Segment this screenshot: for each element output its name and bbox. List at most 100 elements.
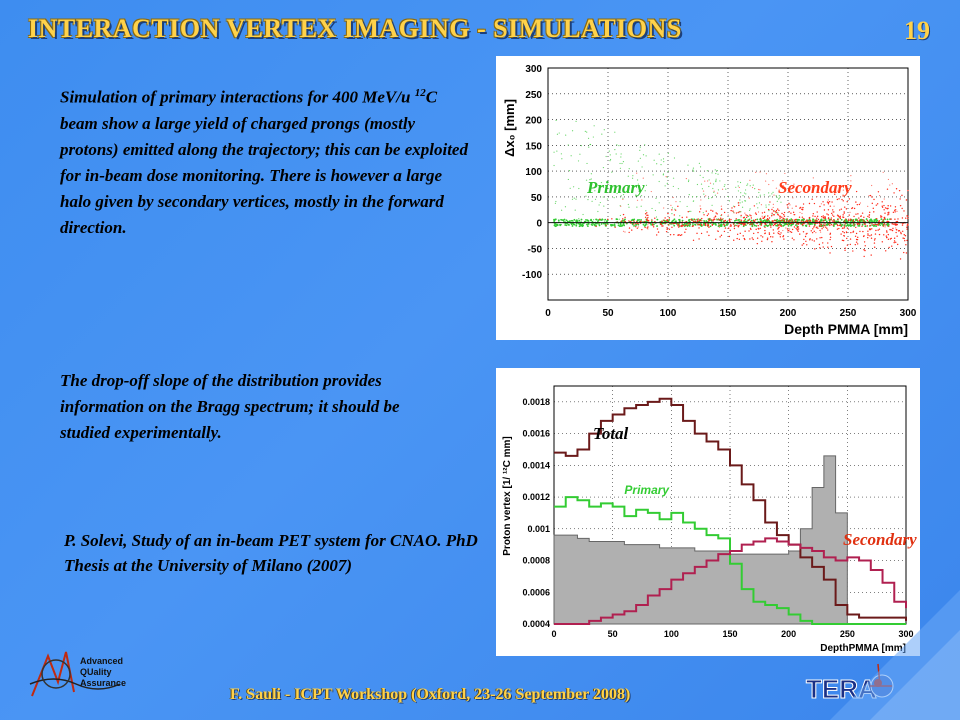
secondary-point [770,226,772,228]
secondary-halo-point [704,180,706,182]
secondary-point [844,220,846,222]
secondary-point [740,214,742,217]
secondary-point [692,225,695,227]
primary-halo-point [727,195,729,198]
primary-halo-point [585,195,587,197]
total-label: Total [593,424,629,443]
secondary-point [905,252,908,254]
secondary-point [772,229,775,231]
primary-halo-point [637,160,639,162]
secondary-point [874,238,876,240]
primary-halo-point [749,185,751,187]
secondary-point [898,230,901,232]
secondary-point [823,224,825,226]
primary-halo-point [679,201,681,203]
primary-halo-point [628,206,630,208]
primary-halo-point [737,185,739,187]
primary-histogram [554,496,906,625]
primary-point [571,219,574,222]
primary-halo-point [652,174,654,176]
secondary-point [875,217,878,220]
x-axis-label: Depth PMMA [mm] [784,321,908,337]
primary-halo-point [698,162,700,164]
secondary-point [810,230,812,232]
secondary-point [819,237,821,239]
secondary-point [628,220,630,222]
secondary-point [763,211,766,214]
secondary-point [755,213,758,216]
secondary-point [841,198,843,201]
primary-point [568,224,570,226]
secondary-point [779,225,782,227]
secondary-point [902,230,904,232]
secondary-point [635,225,637,228]
secondary-point [754,219,757,221]
secondary-halo-point [761,215,763,217]
secondary-point [822,246,824,248]
secondary-point [768,232,771,234]
secondary-point [766,237,769,239]
secondary-point [903,210,905,212]
primary-point [586,223,588,226]
secondary-point [822,216,825,219]
secondary-halo-point [775,187,778,189]
primary-point [755,225,758,227]
primary-point [886,218,889,221]
primary-halo-point [679,215,681,217]
primary-halo-point [666,176,668,178]
primary-halo-point [740,211,742,213]
secondary-point [763,216,766,219]
primary-halo-point [719,180,721,182]
secondary-point [842,216,844,218]
secondary-point [906,226,908,228]
primary-halo-point [739,199,741,201]
primary-halo-point [621,162,623,165]
primary-halo-point [616,192,618,195]
secondary-point [826,227,828,229]
primary-point [678,225,681,227]
secondary-point [711,219,713,221]
primary-halo-point [778,198,780,200]
secondary-point [745,216,748,219]
secondary-point [738,238,741,241]
secondary-halo-point [665,176,667,178]
secondary-halo-point [801,212,803,215]
secondary-point [823,209,826,211]
secondary-halo-point [759,189,761,191]
secondary-point [819,205,821,208]
secondary-point [873,239,876,241]
secondary-point [775,211,778,213]
secondary-point [795,220,797,222]
primary-halo-point [592,136,594,138]
secondary-point [733,239,735,241]
y-tick-label: 0.0008 [522,556,550,566]
primary-halo-point [567,178,569,181]
secondary-point [790,212,792,214]
primary-halo-point [605,155,607,158]
secondary-point [850,231,852,234]
secondary-point [869,235,871,237]
primary-halo-point [628,168,630,170]
secondary-halo-point [685,177,687,180]
primary-halo-point [778,197,780,199]
primary-halo-point [594,198,597,200]
secondary-point [899,204,902,207]
primary-halo-point [567,144,569,146]
secondary-point [862,235,865,238]
secondary-point [816,215,819,218]
secondary-point [706,214,709,217]
secondary-point [749,238,751,240]
secondary-point [783,215,786,217]
primary-point [828,218,831,221]
primary-halo-point [702,176,704,179]
primary-halo-point [737,190,740,192]
secondary-point [881,206,884,208]
secondary-halo-point [884,226,886,228]
primary-halo-point [575,198,577,200]
secondary-halo-point [637,226,640,228]
secondary-point [730,218,732,221]
secondary-point [871,202,873,205]
primary-halo-point [739,181,742,184]
secondary-point [651,219,653,221]
primary-point [687,219,690,222]
